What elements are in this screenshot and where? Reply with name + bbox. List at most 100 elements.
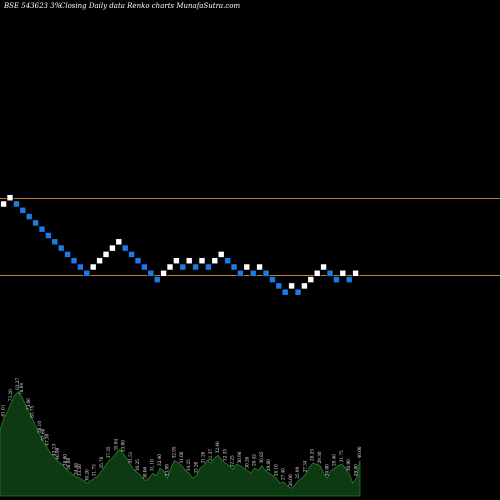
renko-brick-up (160, 269, 168, 277)
volume-label: 29.30 (317, 451, 322, 463)
renko-brick-up (339, 269, 347, 277)
renko-brick-down (38, 225, 46, 233)
volume-label: 30.06 (142, 466, 147, 478)
renko-brick-down (121, 244, 129, 252)
volume-label: 27.40 (281, 468, 286, 480)
volume-label: 25.99 (295, 466, 300, 478)
volume-label: 34.46 (73, 463, 78, 475)
renko-brick-down (12, 200, 20, 208)
volume-label: 30.00 (324, 464, 329, 476)
renko-brick-up (115, 238, 123, 246)
volume-label: 32.40 (215, 441, 220, 453)
renko-brick-down (83, 269, 91, 277)
renko-brick-up (217, 250, 225, 258)
renko-brick-up (96, 257, 104, 265)
renko-brick-down (128, 250, 136, 258)
renko-brick-down (32, 219, 40, 227)
renko-brick-down (332, 276, 340, 284)
volume-label: 32.40 (157, 454, 162, 466)
chart-subtitle: Closing Daily data Renko charts MunafaSu… (60, 2, 240, 10)
renko-brick-up (172, 257, 180, 265)
volume-label: 31.10 (150, 459, 155, 471)
renko-brick-up (198, 257, 206, 265)
volume-label: 40.00 (357, 446, 362, 458)
renko-brick-up (0, 200, 8, 208)
renko-brick-down (140, 263, 148, 271)
volume-label: 40.99 (55, 447, 60, 459)
volume-label: 31.75 (92, 464, 97, 476)
volume-label: 29.40 (332, 454, 337, 466)
volume-label: 33.00 (121, 440, 126, 452)
renko-brick-up (243, 263, 251, 271)
renko-brick-down (236, 269, 244, 277)
renko-brick-down (268, 276, 276, 284)
renko-brick-down (147, 269, 155, 277)
volume-label: 30.96 (237, 451, 242, 463)
renko-brick-down (70, 257, 78, 265)
volume-label: 35.70 (99, 456, 104, 468)
volume-label: 31.75 (339, 450, 344, 462)
volume-label: 27.34 (302, 460, 307, 472)
renko-brick-down (134, 257, 142, 265)
renko-brick-up (185, 257, 193, 265)
volume-label: 32.35 (222, 449, 227, 461)
renko-brick-down (25, 213, 33, 221)
renko-bricks (0, 194, 360, 296)
volume-label: 32.25 (230, 455, 235, 467)
volume-area-path (0, 391, 361, 497)
renko-brick-down (281, 288, 289, 296)
renko-brick-up (6, 194, 14, 202)
volume-label: 78.04 (19, 383, 24, 395)
renko-brick-down (44, 231, 52, 240)
renko-brick-down (275, 282, 283, 290)
volume-label: 61.01 (1, 404, 6, 416)
volume-label: 52.60 (41, 428, 46, 440)
volume-label: 82.27 (15, 377, 20, 389)
renko-brick-up (89, 263, 97, 271)
chart-symbol: BSE 543623 3% (3, 2, 62, 10)
renko-brick-up (352, 269, 360, 277)
volume-label: 58.10 (37, 421, 42, 433)
volume-label: 30.26 (244, 456, 249, 468)
volume-label: 47.30 (44, 433, 49, 445)
volume-label: 37.35 (106, 446, 111, 458)
volume-label: 29.42 (252, 454, 257, 466)
renko-brick-down (345, 276, 353, 284)
renko-brick-up (288, 282, 296, 290)
renko-brick-up (166, 263, 174, 271)
renko-brick-down (153, 276, 161, 284)
volume-label: 33.99 (164, 464, 169, 476)
renko-brick-down (179, 263, 187, 271)
volume-label: 32.95 (172, 446, 177, 458)
volume-label: 31.00 (179, 451, 184, 463)
renko-brick-up (102, 250, 110, 258)
volume-label: 30.25 (135, 459, 140, 471)
volume-label: 33.20 (193, 461, 198, 473)
volume-label: 30.20 (84, 469, 89, 481)
volume-label: 28.25 (310, 449, 315, 461)
volume-label: 43.13 (52, 444, 57, 456)
renko-brick-down (224, 257, 232, 265)
volume-label: 38.60 (62, 454, 67, 466)
volume-label: 34.25 (186, 459, 191, 471)
renko-brick-down (326, 269, 334, 277)
renko-brick-up (256, 263, 264, 271)
renko-brick-down (262, 269, 270, 277)
volume-label: 63.75 (30, 405, 35, 417)
renko-brick-down (230, 263, 238, 271)
volume-label: 36.00 (66, 458, 71, 470)
volume-label: 73.20 (8, 389, 13, 401)
volume-label: 35.94 (113, 438, 118, 450)
volume-label: 30.90 (346, 459, 351, 471)
renko-brick-down (76, 263, 84, 271)
volume-label: 30.85 (259, 451, 264, 463)
renko-brick-up (320, 263, 328, 271)
renko-brick-up (313, 269, 321, 277)
renko-brick-up (300, 282, 308, 290)
volume-label: 31.26 (201, 451, 206, 463)
renko-brick-up (211, 257, 219, 265)
volume-label: 31.51 (128, 451, 133, 463)
volume-label: 33.50 (77, 464, 82, 476)
